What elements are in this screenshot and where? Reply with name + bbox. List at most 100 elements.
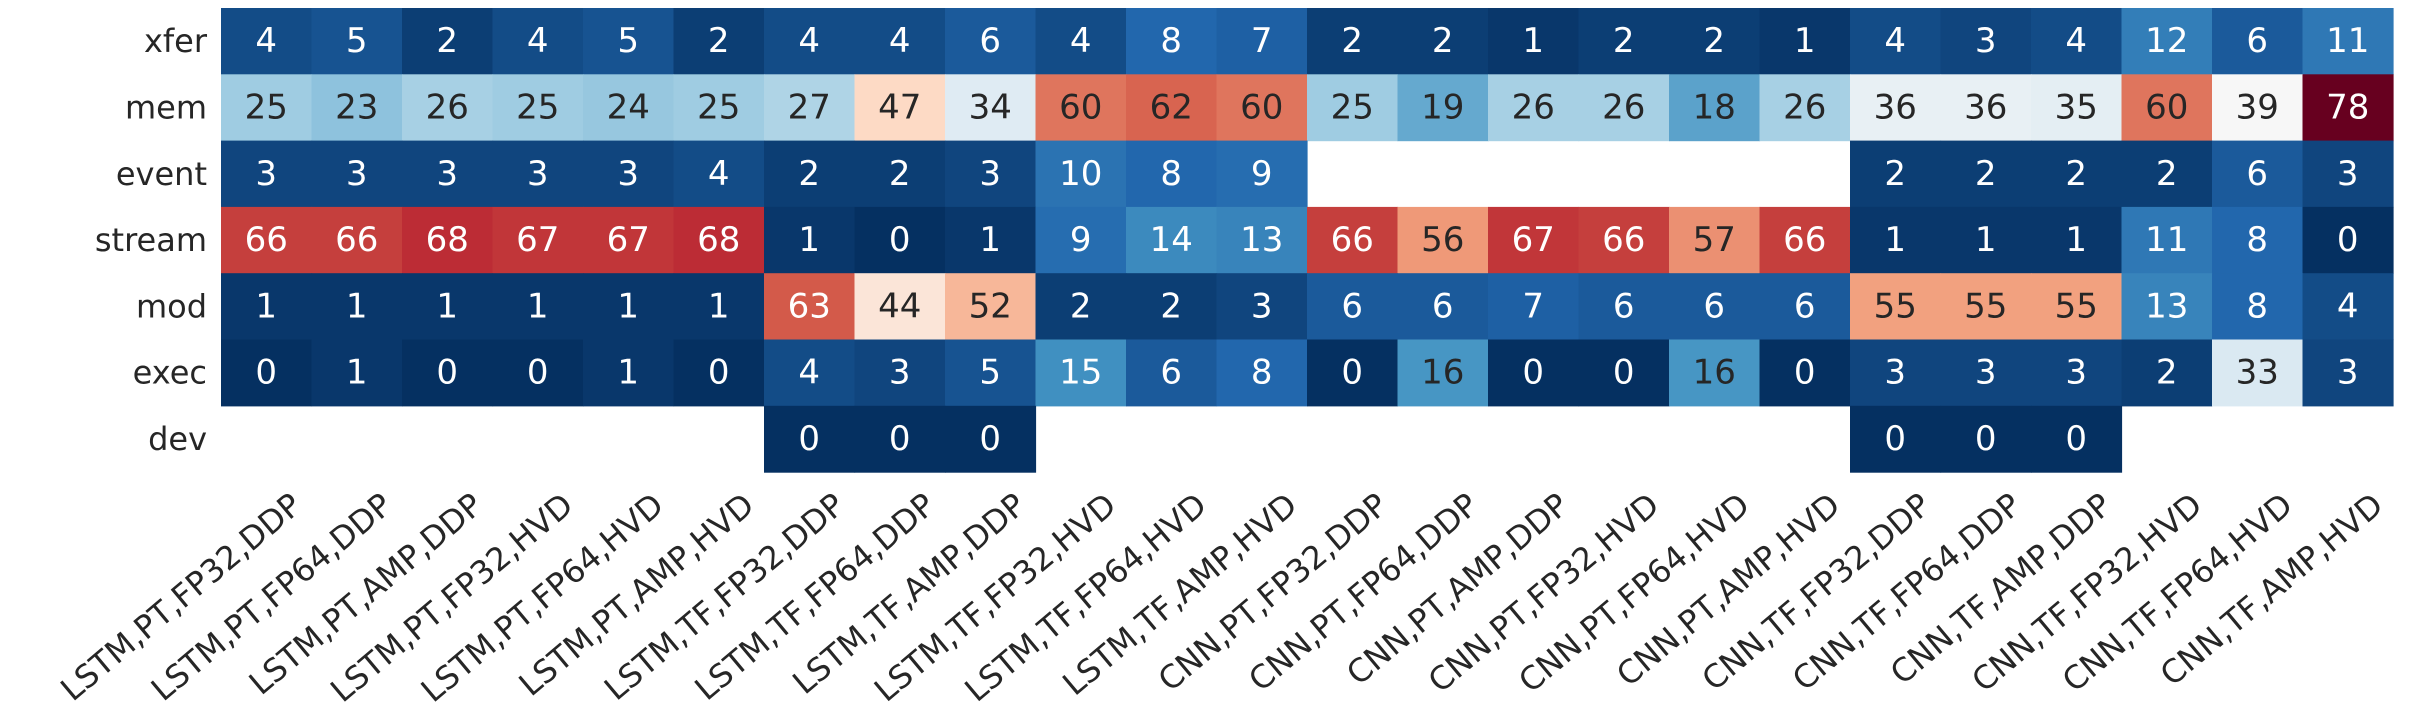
cell-value-label: 26 [426,87,469,127]
cell-value-label: 66 [245,220,288,260]
cell-value-label: 66 [1331,220,1374,260]
heatmap-cell [1216,8,1308,75]
cell-value-label: 0 [1522,353,1544,393]
cell-value-label: 0 [708,353,730,393]
heatmap-cell [492,8,584,75]
cell-value-label: 16 [1693,353,1736,393]
cell-value-label: 0 [1884,419,1906,459]
cell-value-label: 55 [2055,286,2098,326]
heatmap-cell [492,273,584,341]
heatmap-cell [1035,8,1127,75]
cell-value-label: 19 [1421,87,1464,127]
heatmap-cell [945,140,1037,208]
cell-value-label: 66 [335,220,378,260]
heatmap-cell [1759,74,1851,142]
cell-value-label: 66 [1602,220,1645,260]
cell-value-label: 1 [2065,220,2087,260]
cell-value-label: 0 [2065,419,2087,459]
column-labels: LSTM,PT,FP32,DDPLSTM,PT,FP64,DDPLSTM,PT,… [53,486,2390,710]
heatmap-cell [854,273,946,341]
heatmap-cell [1759,8,1851,75]
heatmap-cell [1850,74,1942,142]
heatmap-cell [221,140,313,208]
heatmap-cell [2031,140,2123,208]
heatmap-cell [945,8,1037,75]
cell-value-label: 0 [1613,353,1635,393]
heatmap-cell [402,140,494,208]
cell-value-label: 2 [1160,286,1182,326]
cell-value-label: 3 [889,353,911,393]
heatmap-cell [673,206,765,274]
heatmap-cell [1578,339,1670,407]
heatmap-cell [1940,140,2032,208]
heatmap-cell [402,74,494,142]
heatmap-cell [402,273,494,341]
cell-value-label: 2 [1432,21,1454,61]
cell-value-label: 44 [878,286,921,326]
heatmap-cell [764,273,856,341]
heatmap-cell [1759,273,1851,341]
cell-value-label: 1 [1522,21,1544,61]
heatmap-cell [1397,339,1489,407]
heatmap-cell [1488,206,1580,274]
heatmap-cell [311,140,403,208]
cell-value-label: 4 [1884,21,1906,61]
heatmap-cell [1940,339,2032,407]
cell-value-label: 60 [1240,87,1283,127]
heatmap-cell [2302,273,2394,341]
cell-value-label: 26 [1512,87,1555,127]
heatmap-cell [2121,273,2213,341]
heatmap-cell [492,206,584,274]
heatmap-cell [402,339,494,407]
heatmap-cell [1850,273,1942,341]
heatmap-cell [1759,206,1851,274]
cell-value-label: 24 [607,87,650,127]
heatmap-cell [1850,8,1942,75]
heatmap-cell [1940,273,2032,341]
heatmap-cell [1669,206,1761,274]
heatmap-cell [1035,206,1127,274]
heatmap-cell [1488,74,1580,142]
row-label: event [116,155,207,193]
cell-value-label: 63 [788,286,831,326]
heatmap-cell [1940,405,2032,473]
heatmap-cell [945,339,1037,407]
cell-value-label: 4 [708,154,730,194]
cell-value-label: 0 [1794,353,1816,393]
cell-value-label: 2 [2156,154,2178,194]
heatmap-cell [2031,206,2123,274]
heatmap-cell [1397,8,1489,75]
cell-value-label: 3 [1251,286,1273,326]
cell-value-label: 2 [1975,154,1997,194]
heatmap-cell [1669,273,1761,341]
heatmap-cell [583,140,675,208]
cell-value-label: 6 [1794,286,1816,326]
heatmap-cell [1126,8,1218,75]
row-labels: xfer mem event stream mod exec dev [95,22,208,458]
heatmap-cell [2121,339,2213,407]
cell-value-label: 57 [1693,220,1736,260]
cell-value-label: 60 [1059,87,1102,127]
heatmap-cell [583,74,675,142]
cell-value-label: 5 [617,21,639,61]
cell-value-label: 9 [1070,220,1092,260]
heatmap-cell [673,8,765,75]
heatmap-cell [1216,140,1308,208]
heatmap-cell [2302,74,2394,142]
heatmap-cell [854,140,946,208]
cell-value-label: 68 [697,220,740,260]
cell-value-label: 67 [607,220,650,260]
cell-value-label: 11 [2145,220,2188,260]
heatmap-cell [2031,273,2123,341]
cell-value-label: 1 [255,286,277,326]
heatmap-cell [583,273,675,341]
heatmap-cell [854,74,946,142]
heatmap-cell [945,74,1037,142]
heatmap-cell [1126,206,1218,274]
cell-value-label: 7 [1522,286,1544,326]
heatmap-cell [1216,339,1308,407]
row-label: xfer [144,22,208,60]
heatmap-cell [1850,339,1942,407]
